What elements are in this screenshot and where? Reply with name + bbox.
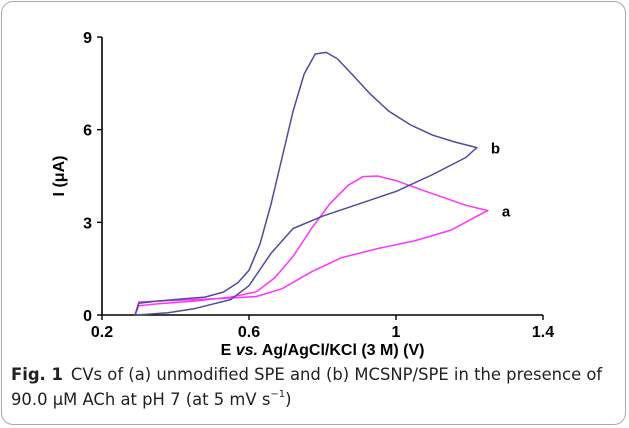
cv-chart: 0 3 6 9 0.2 0.6 1 1.4 E vs. Ag/AgCl/KCl (3 M) (V… <box>51 30 554 359</box>
caption-superscript: −1 <box>270 388 286 400</box>
series-label-a: a <box>502 204 511 221</box>
y-tick-label: 3 <box>83 215 92 232</box>
y-tick-label: 6 <box>83 123 92 140</box>
y-tick-label: 0 <box>83 308 92 325</box>
caption-text: CVs of (a) unmodified SPE and (b) MCSNP/… <box>11 365 603 409</box>
x-axis-label: E vs. Ag/AgCl/KCl (3 M) (V) <box>221 342 425 359</box>
x-tick-label: 0.2 <box>91 324 113 341</box>
chart-labels: 0 3 6 9 0.2 0.6 1 1.4 E vs. Ag/AgCl/KCl (3 M) (V… <box>51 30 554 359</box>
caption-text-end: ) <box>285 390 292 409</box>
y-axis-label: I (μA) <box>51 156 68 197</box>
cv-curve-a <box>134 175 489 316</box>
series-label-b: b <box>491 141 500 158</box>
x-tick-label: 0.6 <box>238 324 260 341</box>
cv-curve-b <box>134 51 478 316</box>
x-tick-label: 1 <box>392 324 401 341</box>
chart-series <box>134 51 489 316</box>
x-tick-label: 1.4 <box>532 324 554 341</box>
figure-caption: Fig. 1 CVs of (a) unmodified SPE and (b) … <box>0 362 623 412</box>
chart-axes <box>97 36 544 320</box>
figure-number: Fig. 1 <box>11 365 63 384</box>
y-tick-label: 9 <box>83 30 92 47</box>
